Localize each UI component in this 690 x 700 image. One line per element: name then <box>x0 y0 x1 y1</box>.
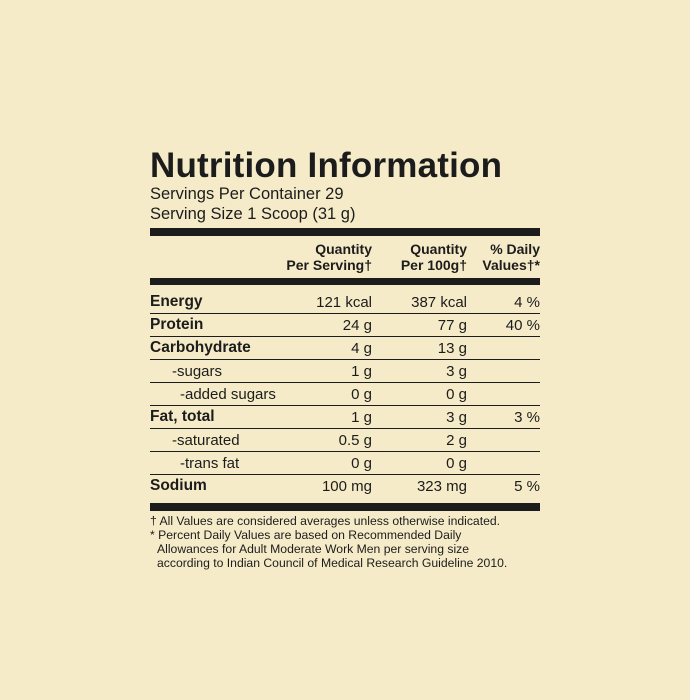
row-name: -added sugars <box>180 385 276 403</box>
table-row: Fat, total 1 g 3 g 3 % <box>150 406 540 429</box>
row-per-100g: 2 g <box>446 431 467 449</box>
row-name: Energy <box>150 293 203 310</box>
table-row: -trans fat 0 g 0 g <box>150 452 540 475</box>
footnotes: † All Values are considered averages unl… <box>150 514 540 570</box>
row-name: Sodium <box>150 477 207 494</box>
row-per-serving: 0.5 g <box>338 431 372 449</box>
footnote-daily-values-source: according to Indian Council of Medical R… <box>157 556 508 570</box>
row-per-100g: 3 g <box>446 408 467 426</box>
table-row: -added sugars 0 g 0 g <box>150 383 540 406</box>
footnote-daily-values: * Percent Daily Values are based on Reco… <box>150 528 462 542</box>
row-per-serving: 121 kcal <box>316 293 372 311</box>
row-daily-value: 5 % <box>514 477 540 495</box>
row-per-serving: 1 g <box>351 408 372 426</box>
row-name: Protein <box>150 316 204 333</box>
footnote-daily-values-cont: Allowances for Adult Moderate Work Men p… <box>157 542 470 556</box>
row-name: -saturated <box>172 431 240 449</box>
table-row: Carbohydrate 4 g 13 g <box>150 337 540 360</box>
bottom-rule <box>150 503 540 511</box>
row-daily-value: 40 % <box>505 316 540 334</box>
row-per-serving: 1 g <box>351 362 372 380</box>
row-per-100g: 3 g <box>446 362 467 380</box>
row-name: -sugars <box>172 362 223 380</box>
footnote-averages: † All Values are considered averages unl… <box>150 514 501 528</box>
row-per-serving: 0 g <box>351 454 372 472</box>
row-per-100g: 0 g <box>446 385 467 403</box>
header-per-serving: Quantity Per Serving† <box>286 241 372 273</box>
row-per-serving: 0 g <box>351 385 372 403</box>
table-row: -saturated 0.5 g 2 g <box>150 429 540 452</box>
row-daily-value: 4 % <box>514 293 540 311</box>
header-rule <box>150 278 540 285</box>
table-row: Sodium 100 mg 323 mg 5 % <box>150 475 540 497</box>
servings-per-container: Servings Per Container 29 <box>150 185 344 203</box>
row-per-100g: 0 g <box>446 454 467 472</box>
row-per-serving: 24 g <box>342 316 372 334</box>
row-name: Fat, total <box>150 408 215 425</box>
row-per-serving: 100 mg <box>321 477 372 495</box>
header-daily-values: % Daily Values†* <box>482 241 540 273</box>
top-rule <box>150 228 540 236</box>
table-row: Energy 121 kcal 387 kcal 4 % <box>150 291 540 314</box>
row-name: Carbohydrate <box>150 339 251 356</box>
row-per-serving: 4 g <box>351 339 372 357</box>
row-per-100g: 77 g <box>437 316 467 334</box>
row-name: -trans fat <box>180 454 240 472</box>
serving-size: Serving Size 1 Scoop (31 g) <box>150 205 356 223</box>
row-daily-value: 3 % <box>514 408 540 426</box>
row-per-100g: 387 kcal <box>411 293 467 311</box>
column-header-row: Quantity Per Serving† Quantity Per 100g†… <box>150 236 540 278</box>
nutrition-panel: Nutrition Information Servings Per Conta… <box>150 148 540 570</box>
header-per-100g: Quantity Per 100g† <box>400 241 467 273</box>
table-row: Protein 24 g 77 g 40 % <box>150 314 540 337</box>
panel-title: Nutrition Information <box>150 146 503 185</box>
row-per-100g: 323 mg <box>416 477 467 495</box>
table-row: -sugars 1 g 3 g <box>150 360 540 383</box>
row-per-100g: 13 g <box>437 339 467 357</box>
